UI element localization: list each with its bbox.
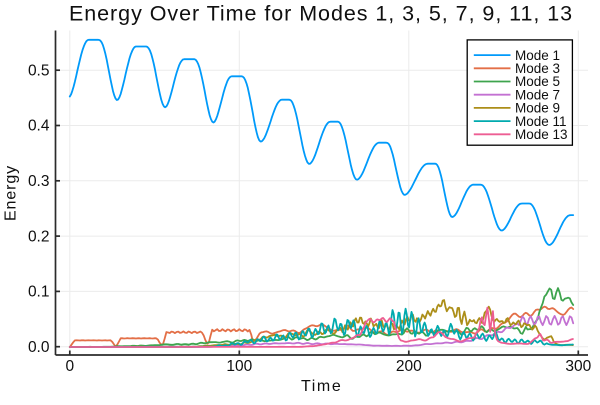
svg-text:0.3: 0.3 [28, 173, 50, 190]
svg-text:Energy: Energy [3, 165, 20, 221]
svg-text:0.1: 0.1 [28, 284, 50, 301]
svg-text:Mode 7: Mode 7 [515, 87, 560, 102]
svg-text:Mode 5: Mode 5 [515, 74, 560, 89]
svg-text:0.4: 0.4 [28, 118, 50, 135]
svg-text:Mode 9: Mode 9 [515, 101, 560, 116]
svg-text:300: 300 [565, 358, 591, 375]
svg-text:Mode 3: Mode 3 [515, 61, 560, 76]
svg-text:0.5: 0.5 [28, 62, 50, 79]
svg-text:Energy Over Time for Modes 1,: Energy Over Time for Modes 1, 3, 5, 7, 9… [69, 2, 573, 26]
svg-text:100: 100 [226, 358, 252, 375]
svg-text:Time: Time [301, 378, 342, 395]
svg-text:0.0: 0.0 [28, 339, 50, 356]
svg-text:Mode 1: Mode 1 [515, 48, 560, 63]
svg-text:200: 200 [396, 358, 422, 375]
svg-text:0: 0 [65, 358, 74, 375]
svg-text:Mode 11: Mode 11 [515, 114, 567, 129]
svg-text:Mode 13: Mode 13 [515, 127, 568, 142]
svg-text:0.2: 0.2 [28, 228, 50, 245]
